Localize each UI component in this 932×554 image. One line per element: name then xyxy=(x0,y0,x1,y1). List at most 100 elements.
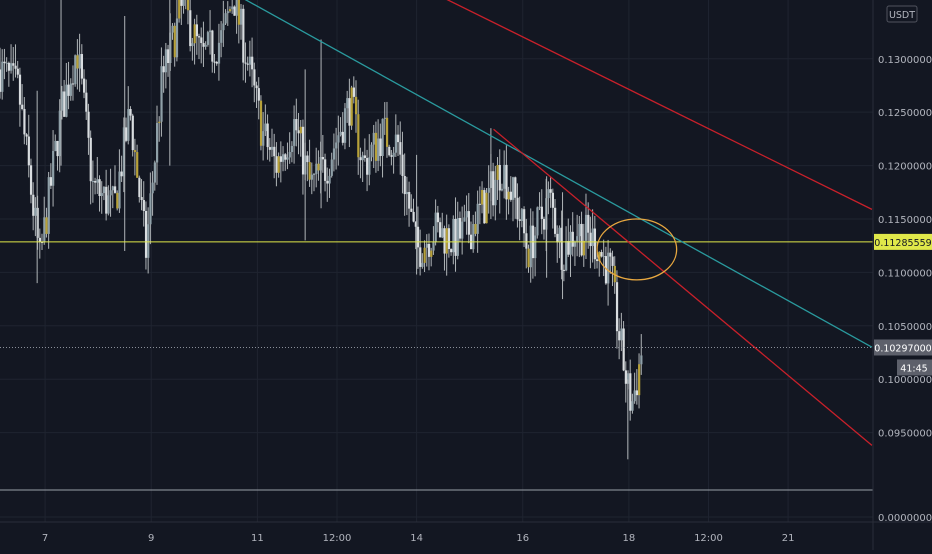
candle-body xyxy=(600,252,603,257)
candle-body xyxy=(492,171,495,206)
candle-body xyxy=(452,218,455,253)
candle-body xyxy=(213,61,216,63)
candle-body xyxy=(450,249,453,253)
candle-body xyxy=(76,55,79,69)
candle-body xyxy=(569,231,572,255)
candle-body xyxy=(308,162,311,180)
candle-body xyxy=(162,66,165,73)
currency-badge xyxy=(886,5,918,23)
candle-body xyxy=(405,192,409,195)
candle-body xyxy=(193,24,196,44)
candle-body xyxy=(52,150,55,186)
candle-body xyxy=(144,210,148,258)
candle-body xyxy=(178,0,181,19)
candle-body xyxy=(368,157,371,175)
candle-body xyxy=(335,142,338,149)
candle-body xyxy=(235,0,238,16)
candle-body xyxy=(352,87,355,97)
candle-body xyxy=(306,155,309,163)
trend-line xyxy=(244,0,873,348)
candle-body xyxy=(169,32,172,64)
candle-body xyxy=(624,370,627,384)
candle-body xyxy=(554,207,557,234)
candle-body xyxy=(182,0,185,6)
candle-body xyxy=(171,25,174,33)
candle-body xyxy=(153,162,156,183)
candle-body xyxy=(604,256,608,284)
candle-body xyxy=(584,214,588,241)
candle-body xyxy=(558,227,561,243)
candle-body xyxy=(295,119,298,131)
candle-body xyxy=(34,207,37,216)
candle-body xyxy=(204,44,207,47)
candle-body xyxy=(3,61,6,64)
candle-body xyxy=(330,159,333,176)
candle-body xyxy=(113,186,117,193)
candle-body xyxy=(534,235,537,259)
candle-body xyxy=(299,126,302,134)
candle-body xyxy=(160,66,163,122)
candle-body xyxy=(456,218,459,256)
time-tick-label: 18 xyxy=(623,533,636,544)
candle-body xyxy=(7,62,11,71)
candle-body xyxy=(565,241,568,271)
candle-body xyxy=(78,54,81,69)
candle-body xyxy=(151,182,154,194)
candle-body xyxy=(173,25,176,58)
candle-body xyxy=(631,401,634,411)
candle-body xyxy=(509,191,512,200)
trend-line xyxy=(493,128,873,446)
candle-body xyxy=(74,55,77,85)
candle-body xyxy=(67,84,70,96)
candle-body xyxy=(273,146,276,157)
candle-body xyxy=(573,241,577,247)
candle-body xyxy=(467,211,470,235)
candle-body xyxy=(540,206,543,219)
candle-body xyxy=(341,131,344,143)
candle-body xyxy=(142,200,145,211)
candle-body xyxy=(500,188,504,191)
candle-body xyxy=(403,175,406,195)
candle-body xyxy=(348,98,351,126)
candle-body xyxy=(255,85,258,89)
candle-body xyxy=(633,390,636,402)
candle-body xyxy=(576,236,579,242)
candle-body xyxy=(324,159,327,181)
candle-body xyxy=(253,69,256,86)
candle-body xyxy=(248,56,252,65)
candle-body xyxy=(125,127,128,141)
candle-body xyxy=(381,118,384,157)
candle-body xyxy=(0,69,2,92)
candle-body xyxy=(257,88,260,101)
candle-body xyxy=(549,189,552,193)
candle-body xyxy=(523,209,526,234)
candle-body xyxy=(228,9,232,12)
candle-body xyxy=(12,63,15,66)
candle-body xyxy=(445,228,448,254)
candle-body xyxy=(195,24,199,37)
candle-body xyxy=(629,373,632,411)
candle-body xyxy=(454,218,457,256)
candle-body xyxy=(478,203,482,205)
candle-body xyxy=(270,146,274,150)
drawings xyxy=(0,0,873,446)
candle-body xyxy=(458,218,462,239)
candle-body xyxy=(293,119,296,146)
candle-body xyxy=(385,117,389,147)
countdown-tag xyxy=(897,359,932,376)
candle-body xyxy=(246,63,249,65)
time-scale[interactable]: 7 9 11 12:00 14 16 18 12:00 21 xyxy=(42,533,795,544)
time-tick-label: 12:00 xyxy=(694,533,723,544)
trend-line xyxy=(446,0,873,210)
candle-body xyxy=(23,108,26,135)
candle-body xyxy=(427,243,431,257)
candle-body xyxy=(60,91,64,111)
candle-body xyxy=(71,83,75,85)
